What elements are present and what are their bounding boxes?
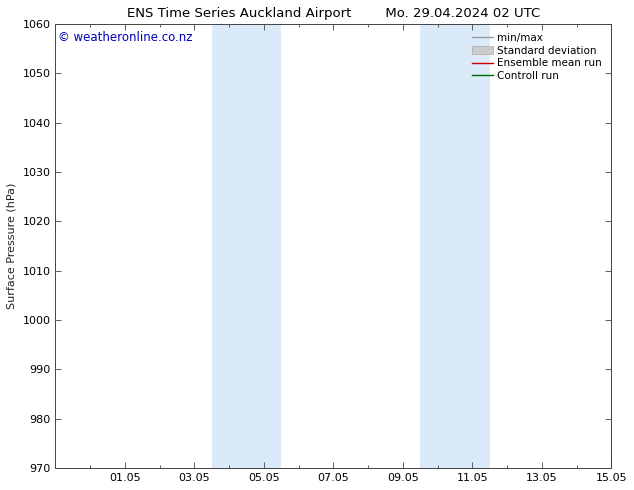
Bar xyxy=(420,24,489,468)
Title: ENS Time Series Auckland Airport        Mo. 29.04.2024 02 UTC: ENS Time Series Auckland Airport Mo. 29.… xyxy=(127,7,540,20)
Legend: min/max, Standard deviation, Ensemble mean run, Controll run: min/max, Standard deviation, Ensemble me… xyxy=(469,30,605,84)
Text: © weatheronline.co.nz: © weatheronline.co.nz xyxy=(58,30,193,44)
Bar xyxy=(212,24,281,468)
Y-axis label: Surface Pressure (hPa): Surface Pressure (hPa) xyxy=(7,183,17,309)
